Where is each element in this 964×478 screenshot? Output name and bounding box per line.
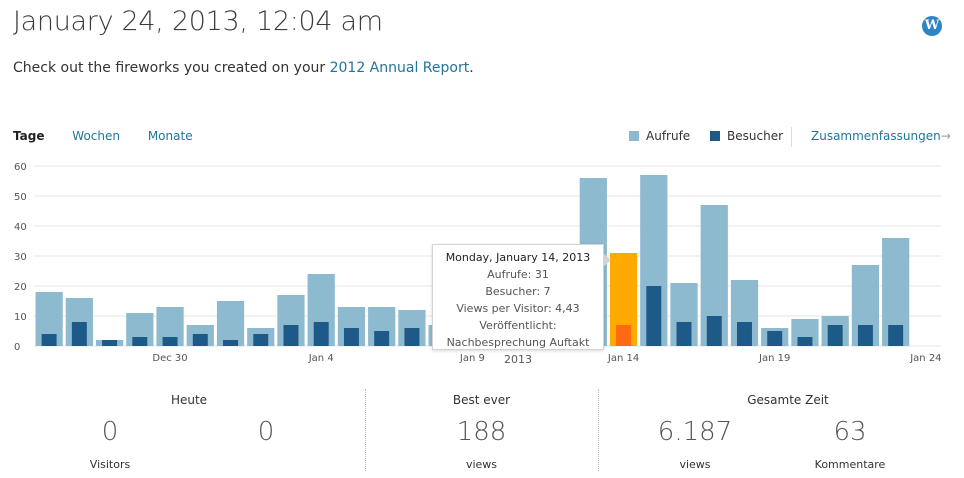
chart-tooltip: Monday, January 14, 2013 Aufrufe: 31 Bes…: [432, 244, 611, 366]
besucher-bar: [857, 325, 873, 346]
legend-aufrufe-swatch: [629, 131, 639, 141]
intro-lead: Check out the fireworks you created on y…: [13, 60, 330, 76]
besucher-bar: [132, 337, 148, 346]
stat-gesamt-views-label: views: [679, 458, 711, 471]
stat-best-views-label: views: [465, 458, 498, 471]
tooltip-title: Monday, January 14, 2013: [445, 251, 591, 264]
arrow-right-icon: →: [940, 129, 951, 143]
besucher-bar: [71, 322, 87, 346]
stat-heute-views: 0: [257, 417, 275, 447]
besucher-bar: [706, 316, 722, 346]
intro-text: Check out the fireworks you created on y…: [13, 60, 474, 76]
x-tick-label: Jan 14: [607, 353, 639, 364]
aufrufe-bar: [216, 301, 245, 346]
y-tick-label: 10: [14, 312, 27, 323]
period-tabs: Tage Wochen Monate: [13, 129, 217, 143]
besucher-bar: [616, 325, 632, 346]
besucher-bar: [646, 286, 662, 346]
tooltip-views-per-visitor: Views per Visitor: 4,43: [456, 302, 580, 315]
legend-besucher-label: Besucher: [727, 129, 784, 143]
x-tick-label: Jan 24: [909, 353, 941, 364]
legend-besucher: Besucher: [710, 129, 783, 143]
y-tick-label: 40: [14, 222, 27, 233]
besucher-bar: [223, 340, 239, 346]
y-tick-label: 60: [14, 162, 27, 173]
besucher-bar: [41, 334, 57, 346]
tooltip-besucher: Besucher: 7: [485, 285, 551, 298]
summaries-link[interactable]: Zusammenfassungen→: [811, 129, 951, 143]
stats-divider: [365, 389, 366, 471]
chart-legend: Aufrufe Besucher: [629, 129, 799, 143]
tab-monate[interactable]: Monate: [147, 129, 193, 143]
x-tick-label: Dec 30: [152, 353, 187, 364]
stats-summary: Heute 0 Visitors 0 Best ever 188 views G…: [0, 385, 964, 478]
intro-suffix: .: [469, 60, 474, 76]
y-tick-label: 50: [14, 192, 27, 203]
besucher-bar: [343, 328, 359, 346]
besucher-bar: [888, 325, 904, 346]
stat-gesamt-comments: 63: [833, 417, 867, 447]
besucher-bar: [283, 325, 299, 346]
stat-best-views: 188: [456, 417, 507, 447]
besucher-bar: [404, 328, 420, 346]
stat-heute-title: Heute: [170, 393, 208, 407]
summaries-label: Zusammenfassungen: [811, 129, 941, 143]
stat-best-title: Best ever: [452, 393, 511, 407]
y-tick-label: 0: [14, 342, 20, 353]
tooltip-published-post[interactable]: Nachbesprechung Auftakt 2013: [446, 336, 590, 366]
tab-wochen[interactable]: Wochen: [72, 129, 120, 143]
stats-divider: [598, 389, 599, 471]
legend-divider: [791, 127, 792, 147]
besucher-bar: [313, 322, 329, 346]
tab-tage[interactable]: Tage: [13, 129, 45, 143]
y-tick-label: 20: [14, 282, 27, 293]
tooltip-aufrufe: Aufrufe: 31: [487, 268, 549, 281]
besucher-bar: [827, 325, 843, 346]
stat-gesamt-comments-label: Kommentare: [814, 458, 886, 471]
y-tick-label: 30: [14, 252, 27, 263]
x-tick-label: Jan 19: [758, 353, 790, 364]
stat-heute-visitors-label: Visitors: [89, 458, 131, 471]
page-title: January 24, 2013, 12:04 am: [13, 6, 383, 37]
besucher-bar: [162, 337, 178, 346]
legend-aufrufe: Aufrufe: [629, 129, 690, 143]
besucher-bar: [102, 340, 118, 346]
legend-besucher-swatch: [710, 131, 721, 141]
x-tick-label: Jan 9: [459, 353, 485, 364]
legend-aufrufe-label: Aufrufe: [646, 129, 691, 143]
wordpress-logo-icon[interactable]: W: [922, 16, 942, 36]
annual-report-link[interactable]: 2012 Annual Report: [329, 60, 470, 76]
x-tick-label: Jan 4: [308, 353, 334, 364]
tooltip-published-label: Veröffentlicht:: [479, 319, 557, 332]
besucher-bar: [676, 322, 692, 346]
besucher-bar: [192, 334, 208, 346]
stat-gesamt-title: Gesamte Zeit: [747, 393, 829, 407]
besucher-bar: [374, 331, 390, 346]
besucher-bar: [767, 331, 783, 346]
besucher-bar: [797, 337, 813, 346]
besucher-bar: [736, 322, 752, 346]
stat-gesamt-views: 6.187: [657, 417, 733, 447]
stat-heute-visitors: 0: [101, 417, 119, 447]
besucher-bar: [253, 334, 269, 346]
